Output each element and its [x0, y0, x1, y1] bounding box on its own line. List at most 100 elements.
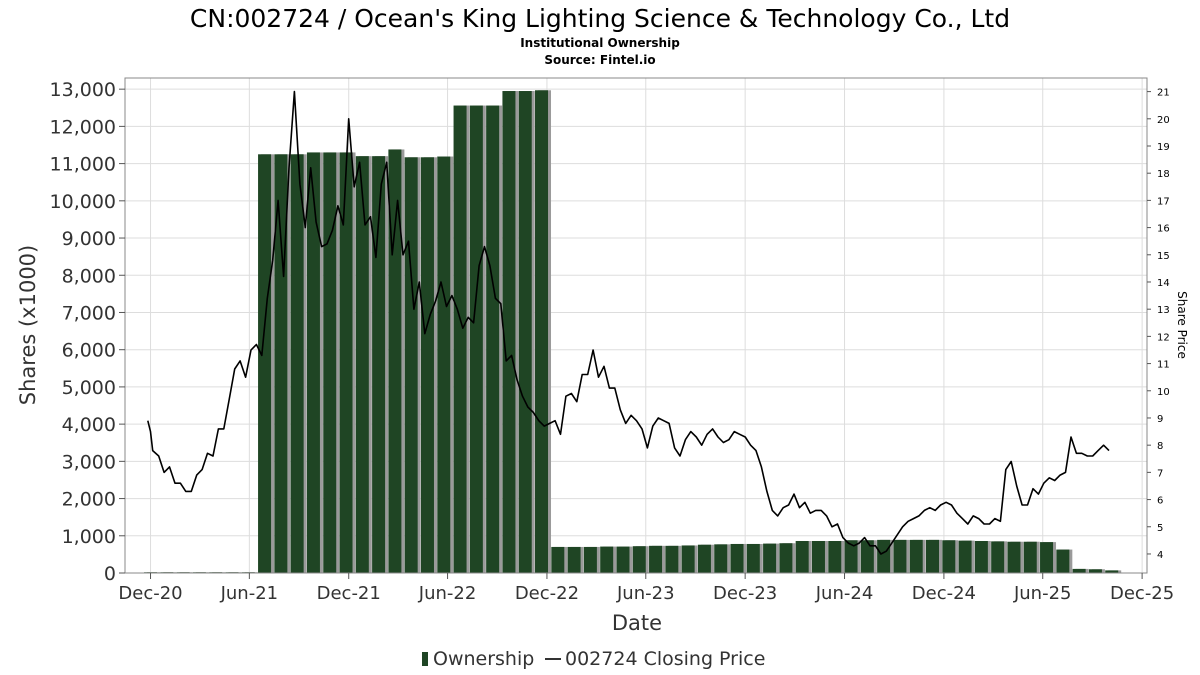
ownership-bar: [877, 539, 891, 573]
ownership-bar: [616, 546, 630, 573]
ownership-bar: [893, 539, 907, 573]
ownership-bar: [551, 546, 565, 573]
y-tick-label: 10,000: [50, 191, 116, 213]
ownership-bar: [763, 543, 777, 573]
x-tick-label: Dec-25: [1110, 583, 1174, 604]
y-tick-label: 5,000: [62, 377, 116, 399]
x-tick-label: Jun-23: [616, 583, 675, 604]
y2-tick-label: 19: [1157, 142, 1170, 153]
ownership-bar: [323, 152, 337, 573]
y2-tick-label: 6: [1157, 496, 1163, 507]
ownership-bar: [665, 545, 679, 573]
x-tick-label: Dec-24: [912, 583, 976, 604]
y-tick-label: 9,000: [62, 228, 116, 250]
legend: Ownership 002724 Closing Price: [422, 648, 765, 670]
y2-tick-label: 18: [1157, 169, 1170, 180]
y2-tick-label: 20: [1157, 115, 1170, 126]
x-tick-label: Dec-21: [317, 583, 381, 604]
x-tick-label: Dec-23: [713, 583, 777, 604]
y2-tick-label: 21: [1157, 88, 1170, 99]
ownership-bar: [258, 154, 272, 573]
ownership-bar: [453, 105, 467, 573]
ownership-bar: [535, 90, 549, 573]
y-axis-label: Shares (x1000): [16, 245, 40, 405]
y-tick-label: 1,000: [62, 526, 116, 548]
ownership-bar: [697, 544, 711, 573]
y-tick-label: 6,000: [62, 340, 116, 362]
ownership-bar: [811, 540, 825, 573]
ownership-bar: [958, 540, 972, 573]
y-tick-label: 2,000: [62, 489, 116, 511]
ownership-bar: [746, 543, 760, 573]
ownership-bar: [632, 546, 646, 573]
ownership-bar: [420, 157, 434, 574]
ownership-bar: [681, 545, 695, 573]
x-axis-ticks: Dec-20 Jun-21 Dec-21 Jun-22 Dec-22 Jun-23 Dec-…: [118, 573, 1174, 604]
x-tick-label: Jun-25: [1013, 583, 1072, 604]
y2-axis-label: Share Price: [1175, 291, 1189, 359]
ownership-bar: [404, 157, 418, 574]
price-line: [147, 90, 1110, 555]
chart-title: CN:002724 / Ocean's King Lighting Scienc…: [190, 4, 1010, 33]
y2-tick-label: 13: [1157, 305, 1170, 316]
ownership-bar: [649, 545, 663, 573]
ownership-bar: [844, 540, 858, 573]
y2-tick-label: 7: [1157, 468, 1163, 479]
ownership-bar: [583, 546, 597, 573]
ownership-bar: [1023, 541, 1037, 573]
ownership-bar: [437, 156, 451, 573]
x-tick-label: Jun-24: [815, 583, 874, 604]
y-tick-label: 8,000: [62, 265, 116, 287]
y-tick-label: 7,000: [62, 302, 116, 324]
legend-ownership-label: Ownership: [433, 648, 534, 670]
ownership-bar: [860, 540, 874, 573]
ownership-bar: [828, 540, 842, 573]
ownership-bar: [925, 539, 939, 573]
x-tick-label: Dec-20: [118, 583, 182, 604]
x-tick-label: Jun-22: [418, 583, 477, 604]
y-tick-label: 13,000: [50, 79, 116, 101]
y2-tick-label: 16: [1157, 224, 1170, 235]
ownership-bar: [502, 91, 516, 574]
x-tick-label: Jun-21: [220, 583, 279, 604]
y2-tick-label: 17: [1157, 196, 1170, 207]
left-axis-ticks: 0 1,000 2,000 3,000 4,000 5,000 6,000 7,000 8,00…: [50, 79, 125, 585]
chart-subtitle: Institutional Ownership: [520, 36, 680, 50]
y2-tick-label: 8: [1157, 441, 1163, 452]
ownership-bar: [486, 105, 500, 573]
y-tick-label: 0: [104, 563, 116, 585]
ownership-bar: [1040, 542, 1054, 573]
y2-tick-label: 5: [1157, 523, 1163, 534]
ownership-bar: [1072, 568, 1086, 573]
ownership-bar: [909, 539, 923, 573]
y-tick-label: 12,000: [50, 116, 116, 138]
legend-ownership-swatch: [422, 652, 428, 666]
ownership-bar: [730, 543, 744, 573]
ownership-bar: [600, 546, 614, 573]
y2-tick-label: 12: [1157, 332, 1170, 343]
ownership-bar: [1056, 549, 1070, 573]
ownership-bar: [1105, 570, 1119, 573]
right-axis-ticks: 4 5 6 7 8 9 10 11 12 13 14 15 16 17 18 19 20 21: [1147, 88, 1170, 561]
y-tick-label: 4,000: [62, 414, 116, 436]
ownership-bar: [306, 152, 320, 573]
y2-tick-label: 15: [1157, 251, 1170, 262]
y2-tick-label: 14: [1157, 278, 1170, 289]
y2-tick-label: 9: [1157, 414, 1163, 425]
chart-source: Source: Fintel.io: [544, 53, 655, 67]
x-tick-label: Dec-22: [515, 583, 579, 604]
ownership-bar: [795, 540, 809, 573]
y2-tick-label: 11: [1157, 360, 1170, 371]
ownership-bar: [469, 105, 483, 573]
y2-tick-label: 10: [1157, 387, 1170, 398]
ownership-bar: [339, 152, 353, 573]
ownership-bar: [355, 156, 369, 573]
ownership-bars: [144, 90, 1122, 574]
ownership-bar: [714, 544, 728, 573]
ownership-bar: [372, 156, 386, 573]
ownership-bar: [1007, 541, 1021, 573]
ownership-bar: [942, 540, 956, 573]
y-tick-label: 11,000: [50, 154, 116, 176]
